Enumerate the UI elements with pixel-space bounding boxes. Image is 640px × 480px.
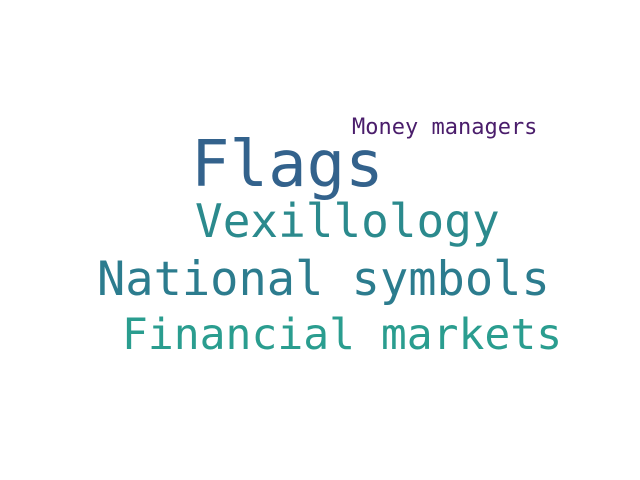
word-flags: Flags — [191, 128, 384, 202]
word-national-symbols: National symbols — [97, 252, 550, 307]
word-vexillology: Vexillology — [195, 194, 500, 248]
word-financial-markets: Financial markets — [122, 310, 563, 360]
word-money-managers: Money managers — [352, 115, 538, 140]
